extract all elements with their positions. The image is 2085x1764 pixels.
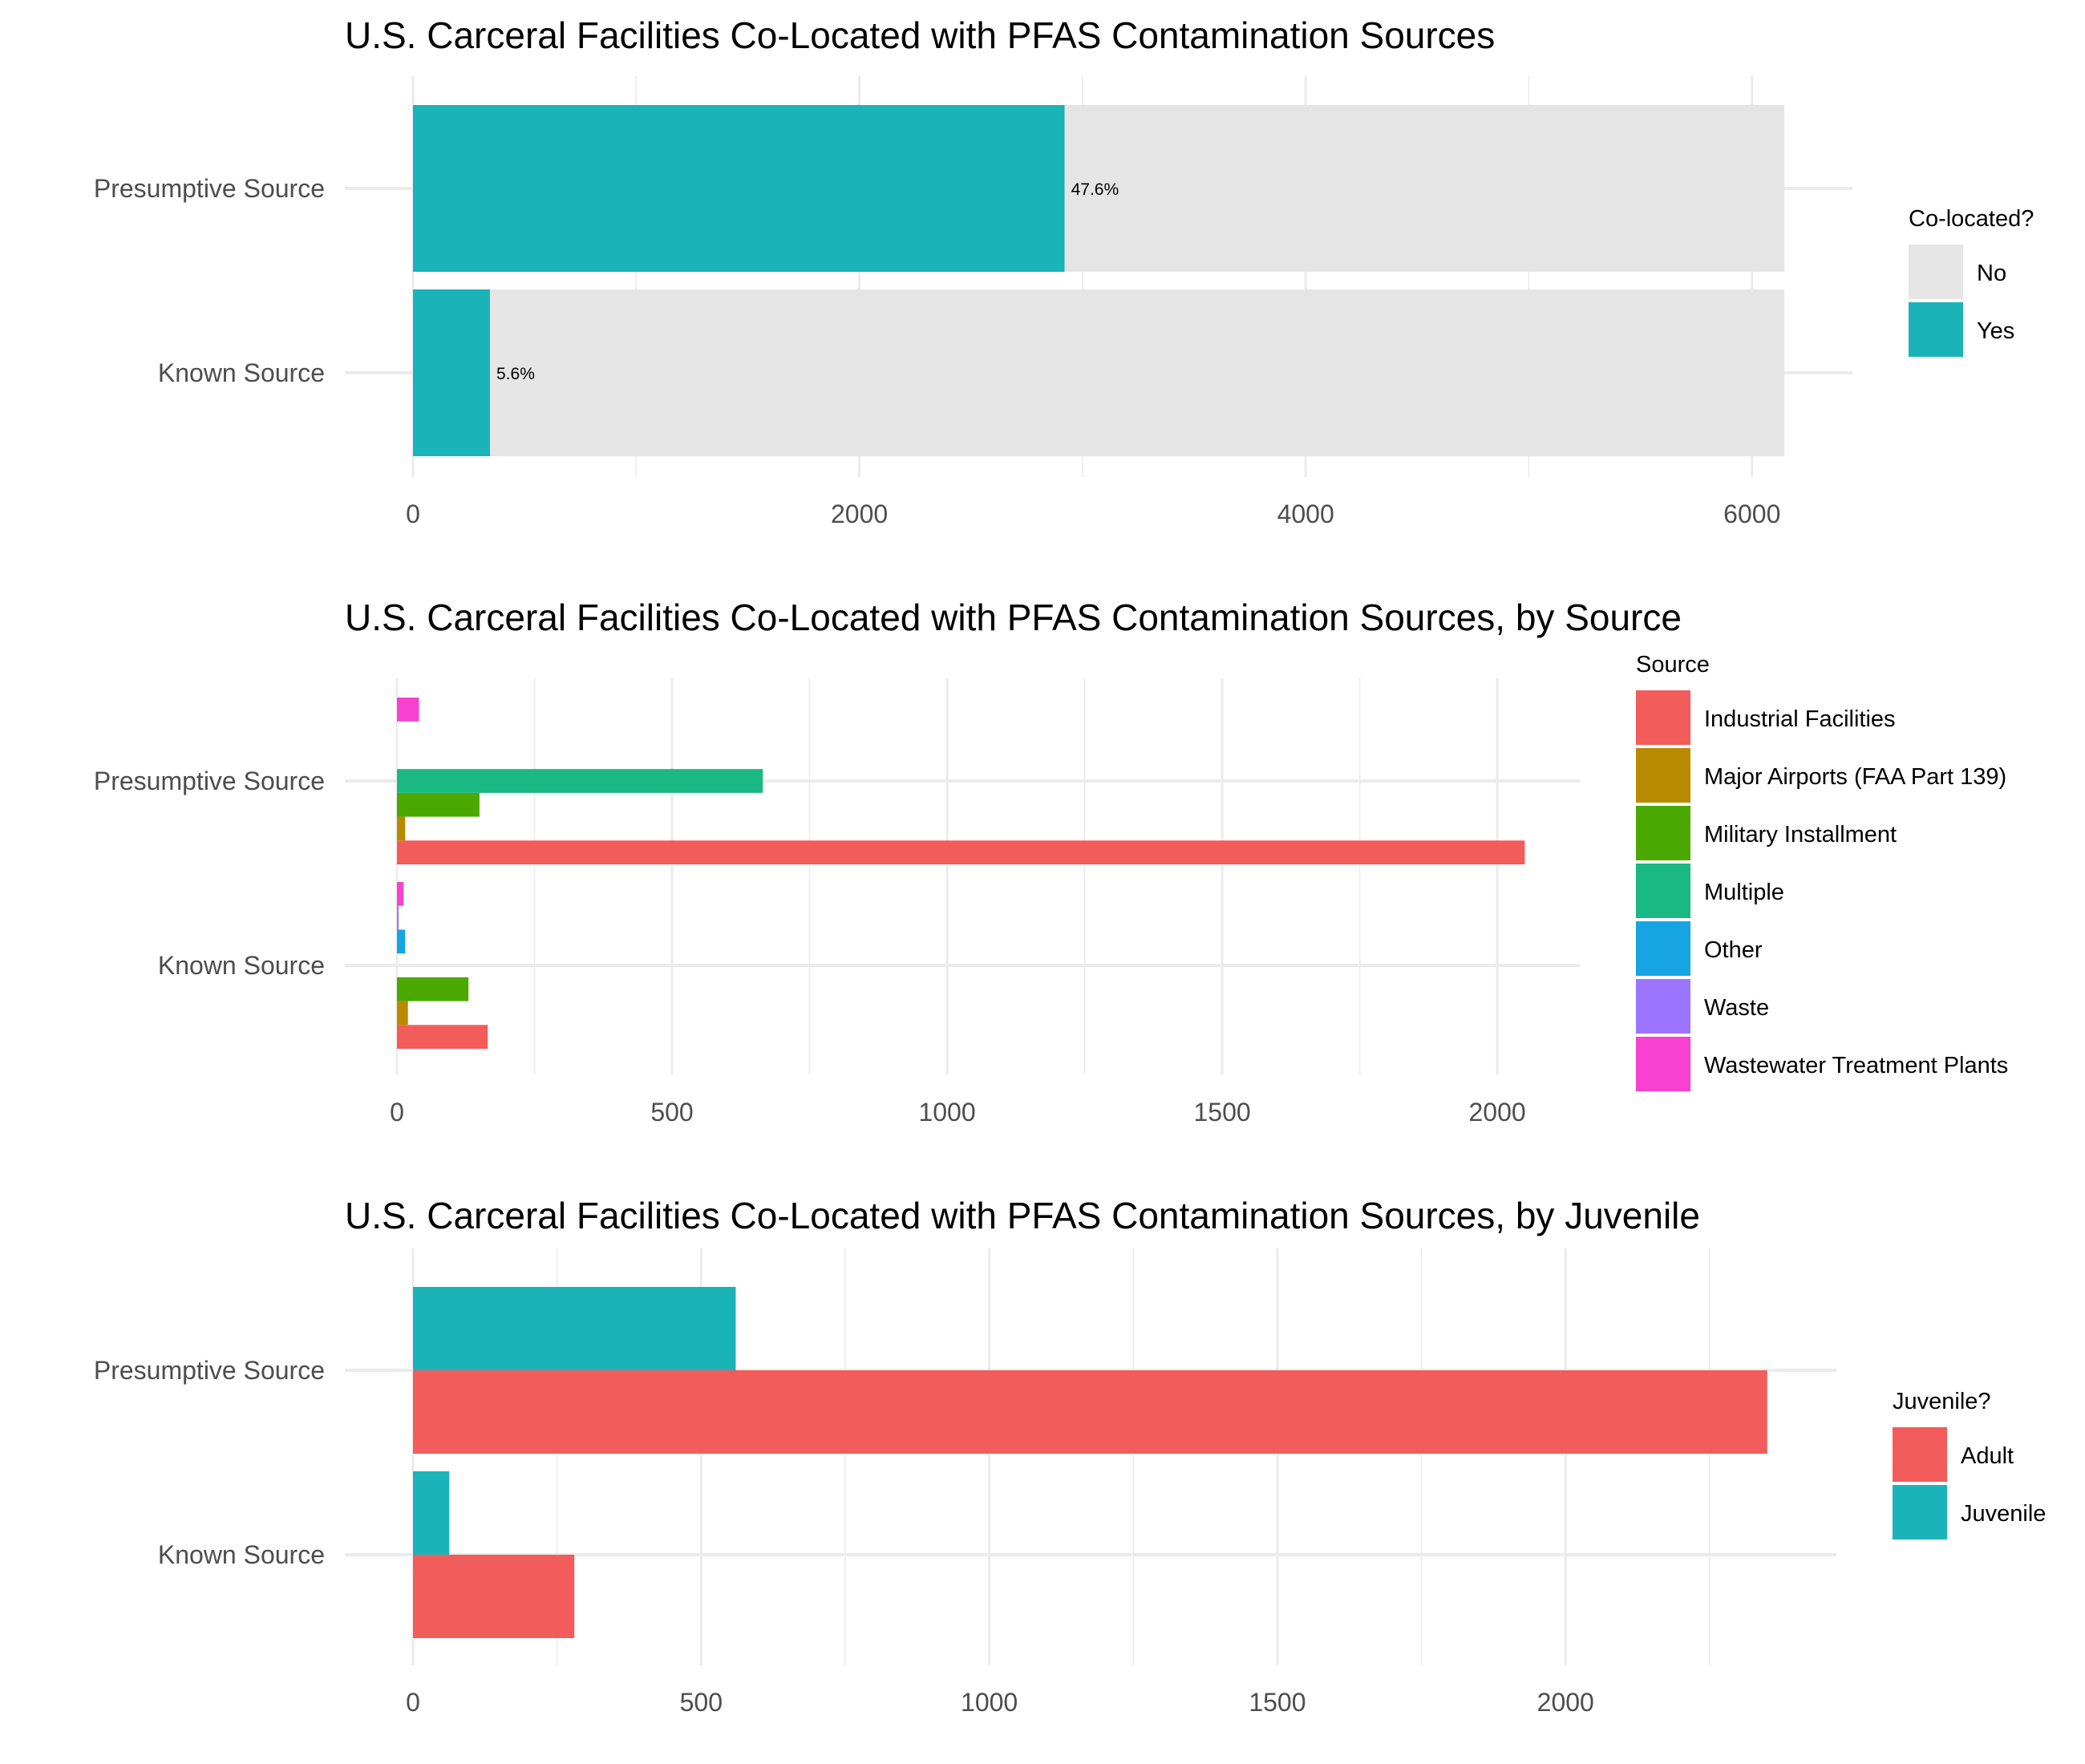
y-category-label: Known Source [158, 1540, 325, 1569]
x-tick-label: 2000 [1468, 1098, 1525, 1127]
bar-adult-presumptive-source [413, 1370, 1767, 1454]
legend-label: Waste [1704, 995, 1769, 1021]
bar-multiple-presumptive-source [397, 769, 763, 793]
chart-by-juvenile: U.S. Carceral Facilities Co-Located with… [94, 1195, 2047, 1717]
legend-title: Co-located? [1909, 206, 2034, 232]
chart-title: U.S. Carceral Facilities Co-Located with… [345, 597, 1682, 638]
bar-yes-presumptive-source [413, 105, 1065, 272]
bar-industrial-facilities-presumptive-source [397, 840, 1525, 864]
legend-label: Industrial Facilities [1704, 706, 1896, 732]
data-label: 47.6% [1071, 180, 1119, 199]
y-category-label: Presumptive Source [94, 174, 325, 203]
x-tick-label: 500 [680, 1688, 723, 1717]
x-tick-label: 1500 [1249, 1688, 1306, 1717]
legend-key-other [1636, 921, 1690, 976]
bar-waste-known-source [397, 905, 399, 930]
x-tick-label: 4000 [1277, 500, 1334, 528]
legend-label: Multiple [1704, 880, 1784, 905]
y-category-label: Known Source [158, 358, 325, 387]
data-label: 5.6% [496, 365, 535, 383]
bar-wastewater-treatment-plants-presumptive-source [397, 698, 419, 722]
legend-label: Other [1704, 937, 1763, 963]
bar-adult-known-source [413, 1555, 575, 1638]
legend-label: Wastewater Treatment Plants [1704, 1053, 2008, 1078]
bar-military-installment-known-source [397, 977, 469, 1001]
legend-key-multiple [1636, 864, 1690, 918]
legend-key-juvenile [1893, 1485, 1947, 1539]
x-tick-label: 0 [390, 1098, 404, 1127]
bar-major-airports-faa-part-139-known-source [397, 1001, 408, 1026]
x-tick-label: 0 [406, 500, 420, 528]
x-tick-label: 0 [406, 1688, 420, 1717]
legend-key-waste [1636, 979, 1690, 1034]
legend-key-adult [1893, 1427, 1947, 1482]
bar-juvenile-known-source [413, 1471, 450, 1555]
legend-label: Adult [1961, 1443, 2014, 1469]
bar-industrial-facilities-known-source [397, 1025, 488, 1049]
y-category-label: Presumptive Source [94, 1356, 325, 1385]
chart-panel-by-source: U.S. Carceral Facilities Co-Located with… [0, 590, 2085, 1167]
legend-key-industrial-facilities [1636, 690, 1690, 745]
legend-key-no [1909, 245, 1963, 299]
legend-label: Major Airports (FAA Part 139) [1704, 764, 2006, 790]
y-category-label: Known Source [158, 951, 325, 980]
bar-major-airports-faa-part-139-presumptive-source [397, 816, 406, 841]
chart-by-source: U.S. Carceral Facilities Co-Located with… [94, 597, 2008, 1127]
chart-title: U.S. Carceral Facilities Co-Located with… [345, 1195, 1700, 1236]
x-tick-label: 1500 [1193, 1098, 1250, 1127]
x-tick-label: 2000 [1537, 1688, 1594, 1717]
legend-key-wastewater-treatment-plants [1636, 1037, 1690, 1091]
chart-panel-colocated: U.S. Carceral Facilities Co-Located with… [0, 0, 2085, 577]
legend-key-military-installment [1636, 806, 1690, 860]
bar-wastewater-treatment-plants-known-source [397, 882, 404, 906]
x-tick-label: 6000 [1723, 500, 1780, 528]
legend-label: No [1977, 261, 2006, 286]
legend-label: Military Installment [1704, 822, 1897, 848]
y-category-label: Presumptive Source [94, 767, 325, 795]
legend-key-major-airports-faa-part-139 [1636, 748, 1690, 803]
legend-label: Juvenile [1961, 1501, 2046, 1527]
bar-no-known-source [490, 289, 1785, 456]
bar-no-presumptive-source [1064, 105, 1785, 272]
x-tick-label: 1000 [918, 1098, 975, 1127]
chart-title: U.S. Carceral Facilities Co-Located with… [345, 14, 1495, 56]
legend-key-yes [1909, 302, 1963, 357]
legend-title: Juvenile? [1893, 1389, 1991, 1414]
bar-military-installment-presumptive-source [397, 792, 480, 817]
legend-title: Source [1636, 652, 1710, 678]
chart-colocated: U.S. Carceral Facilities Co-Located with… [94, 14, 2034, 528]
bar-other-known-source [397, 929, 406, 954]
x-tick-label: 1000 [961, 1688, 1018, 1717]
x-tick-label: 500 [650, 1098, 693, 1127]
bar-juvenile-presumptive-source [413, 1287, 736, 1370]
chart-panel-by-juvenile: U.S. Carceral Facilities Co-Located with… [0, 1180, 2085, 1764]
x-tick-label: 2000 [831, 500, 888, 528]
legend-label: Yes [1977, 318, 2014, 344]
bar-yes-known-source [413, 289, 491, 456]
